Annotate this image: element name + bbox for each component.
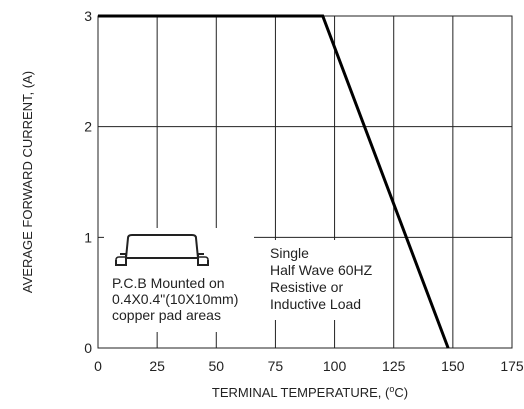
y-axis-title: AVERAGE FORWARD CURRENT, (A) bbox=[20, 71, 35, 293]
load-note-line: Single bbox=[270, 245, 309, 261]
pcb-mount-note: P.C.B Mounted on0.4X0.4"(10X10mm)copper … bbox=[104, 228, 254, 332]
x-tick-label: 100 bbox=[323, 358, 347, 374]
x-tick-label: 25 bbox=[149, 358, 165, 374]
y-tick-label: 2 bbox=[84, 119, 92, 135]
x-axis-title-unit: C) bbox=[394, 385, 408, 400]
smd-package-icon bbox=[115, 234, 209, 266]
load-note-line: Half Wave 60HZ bbox=[270, 262, 373, 278]
pcb-note-line: 0.4X0.4"(10X10mm) bbox=[112, 291, 238, 307]
x-axis-title: TERMINAL TEMPERATURE, (oC) bbox=[212, 384, 408, 400]
x-tick-labels: 0 25 50 75 100 125 150 175 bbox=[94, 358, 524, 374]
load-note-line: Inductive Load bbox=[270, 296, 361, 312]
load-note-background bbox=[264, 240, 376, 320]
x-tick-label: 125 bbox=[382, 358, 406, 374]
x-tick-label: 175 bbox=[500, 358, 524, 374]
x-tick-label: 50 bbox=[208, 358, 224, 374]
x-axis-title-main: TERMINAL TEMPERATURE, ( bbox=[212, 385, 390, 400]
load-note-line: Resistive or bbox=[270, 279, 343, 295]
y-tick-label: 0 bbox=[84, 340, 92, 356]
series-group bbox=[98, 14, 450, 349]
x-axis-title-degree: o bbox=[389, 384, 394, 394]
y-tick-label: 1 bbox=[84, 229, 92, 245]
derating-curve bbox=[98, 14, 450, 349]
x-tick-label: 150 bbox=[441, 358, 465, 374]
y-tick-labels: 0 1 2 3 bbox=[84, 8, 92, 356]
x-tick-label: 0 bbox=[94, 358, 102, 374]
pcb-note-line: P.C.B Mounted on bbox=[112, 275, 225, 291]
y-tick-label: 3 bbox=[84, 8, 92, 24]
pcb-note-line: copper pad areas bbox=[112, 307, 221, 323]
pcb-note-background bbox=[104, 228, 254, 332]
x-tick-label: 75 bbox=[268, 358, 284, 374]
